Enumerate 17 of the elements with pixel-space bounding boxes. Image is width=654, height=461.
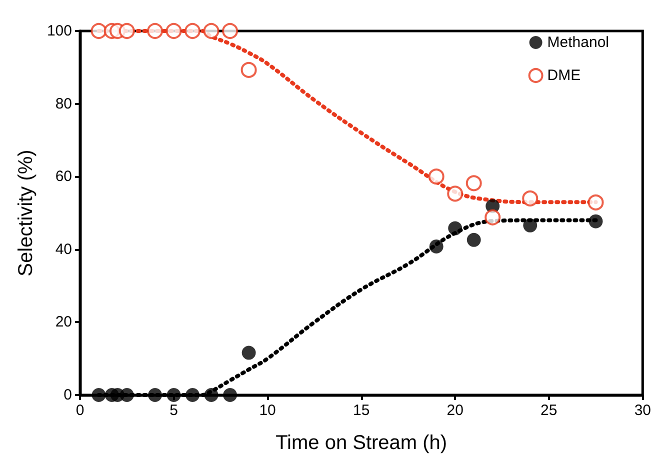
x-tick-label: 0 (76, 402, 84, 419)
legend-label: DME (547, 67, 581, 84)
legend-label: Methanol (547, 34, 610, 51)
y-axis-title: Selectivity (%) (15, 150, 37, 276)
y-tick-label: 40 (55, 240, 72, 258)
x-tick-label: 10 (259, 402, 276, 419)
x-tick-label: 20 (446, 402, 464, 419)
x-axis-title: Time on Stream (h) (276, 432, 448, 454)
x-tick-label: 15 (352, 402, 370, 419)
y-tick-label: 0 (64, 386, 72, 404)
y-tick-label: 20 (55, 314, 72, 331)
x-tick-label: 30 (634, 402, 651, 419)
x-tick-label: 25 (540, 402, 558, 419)
y-tick-label: 60 (55, 168, 72, 186)
y-tick-label: 100 (46, 22, 72, 40)
y-tick-label: 80 (55, 95, 72, 112)
x-tick-label: 5 (170, 402, 178, 419)
